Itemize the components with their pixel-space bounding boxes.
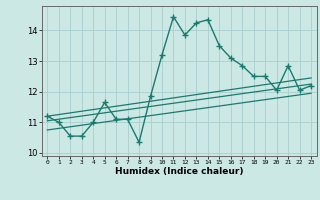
- X-axis label: Humidex (Indice chaleur): Humidex (Indice chaleur): [115, 167, 244, 176]
